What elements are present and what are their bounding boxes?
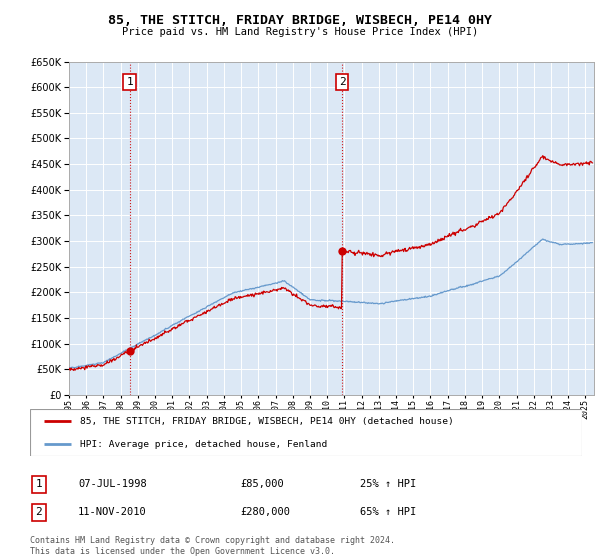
Text: £280,000: £280,000 <box>240 507 290 517</box>
Text: 65% ↑ HPI: 65% ↑ HPI <box>360 507 416 517</box>
Text: 85, THE STITCH, FRIDAY BRIDGE, WISBECH, PE14 0HY (detached house): 85, THE STITCH, FRIDAY BRIDGE, WISBECH, … <box>80 417 454 426</box>
Text: Price paid vs. HM Land Registry's House Price Index (HPI): Price paid vs. HM Land Registry's House … <box>122 27 478 37</box>
Text: 1: 1 <box>126 77 133 87</box>
Text: 25% ↑ HPI: 25% ↑ HPI <box>360 479 416 489</box>
Text: HPI: Average price, detached house, Fenland: HPI: Average price, detached house, Fenl… <box>80 440 327 449</box>
Text: 1: 1 <box>35 479 43 489</box>
Text: 2: 2 <box>339 77 346 87</box>
Text: Contains HM Land Registry data © Crown copyright and database right 2024.
This d: Contains HM Land Registry data © Crown c… <box>30 536 395 556</box>
Text: 07-JUL-1998: 07-JUL-1998 <box>78 479 147 489</box>
Text: 11-NOV-2010: 11-NOV-2010 <box>78 507 147 517</box>
Text: 2: 2 <box>35 507 43 517</box>
Text: £85,000: £85,000 <box>240 479 284 489</box>
Text: 85, THE STITCH, FRIDAY BRIDGE, WISBECH, PE14 0HY: 85, THE STITCH, FRIDAY BRIDGE, WISBECH, … <box>108 14 492 27</box>
